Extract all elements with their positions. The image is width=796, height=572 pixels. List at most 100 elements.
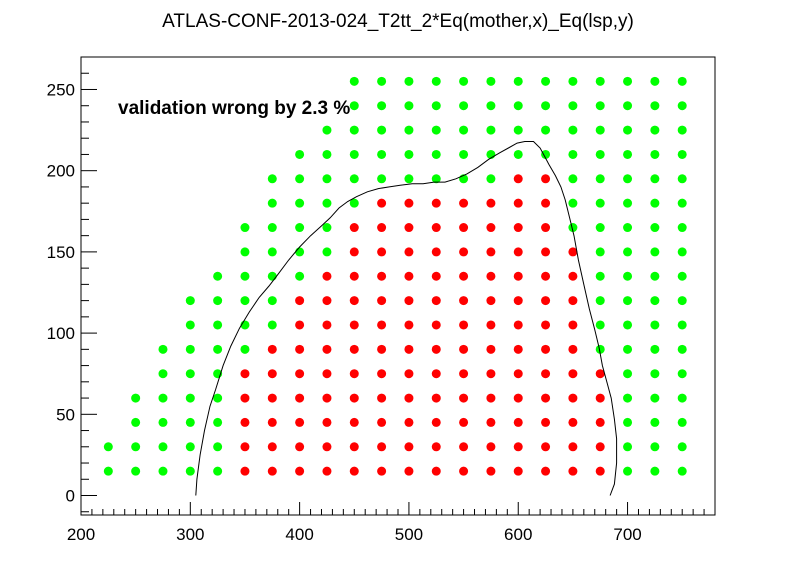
plot-area-frame [80, 56, 716, 516]
excluded-point [513, 344, 523, 354]
allowed-point [267, 247, 277, 257]
allowed-point [650, 125, 660, 135]
excluded-point [404, 344, 414, 354]
allowed-point [267, 223, 277, 233]
allowed-point [650, 271, 660, 281]
excluded-point [595, 393, 605, 403]
allowed-point [103, 442, 113, 452]
allowed-point [295, 198, 305, 208]
x-tick-label: 400 [285, 525, 313, 544]
allowed-point [650, 466, 660, 476]
allowed-point [650, 149, 660, 159]
excluded-point [267, 369, 277, 379]
allowed-point [623, 76, 633, 86]
excluded-point [267, 417, 277, 427]
allowed-point [213, 271, 223, 281]
allowed-point [349, 125, 359, 135]
allowed-point [623, 125, 633, 135]
excluded-point [513, 223, 523, 233]
excluded-point [349, 369, 359, 379]
excluded-point [295, 369, 305, 379]
y-tick-label: 150 [47, 243, 75, 262]
excluded-point [404, 320, 414, 330]
excluded-point [295, 417, 305, 427]
excluded-point [486, 393, 496, 403]
x-tick-label: 300 [176, 525, 204, 544]
y-tick-label: 50 [56, 405, 75, 424]
allowed-point [568, 223, 578, 233]
excluded-point [295, 466, 305, 476]
excluded-point [459, 344, 469, 354]
allowed-point [677, 344, 687, 354]
excluded-point [322, 369, 332, 379]
allowed-point [185, 320, 195, 330]
allowed-point [267, 198, 277, 208]
allowed-point [650, 76, 660, 86]
allowed-point [267, 271, 277, 281]
allowed-point [404, 101, 414, 111]
allowed-point [459, 101, 469, 111]
allowed-point [213, 344, 223, 354]
allowed-point [295, 247, 305, 257]
excluded-point [459, 393, 469, 403]
allowed-point [240, 296, 250, 306]
excluded-point [240, 417, 250, 427]
excluded-point [240, 442, 250, 452]
allowed-point [158, 466, 168, 476]
allowed-point [158, 369, 168, 379]
excluded-point [404, 466, 414, 476]
allowed-point [431, 101, 441, 111]
allowed-point [595, 76, 605, 86]
excluded-point [377, 417, 387, 427]
excluded-point [459, 417, 469, 427]
excluded-point [541, 369, 551, 379]
allowed-point [650, 393, 660, 403]
allowed-point [541, 76, 551, 86]
excluded-point [349, 393, 359, 403]
allowed-point [131, 393, 141, 403]
excluded-point [595, 369, 605, 379]
allowed-point [185, 296, 195, 306]
excluded-point [541, 198, 551, 208]
allowed-point [568, 125, 578, 135]
allowed-point [677, 320, 687, 330]
allowed-point [595, 247, 605, 257]
excluded-point [404, 369, 414, 379]
excluded-point [349, 223, 359, 233]
allowed-point [240, 344, 250, 354]
excluded-point [541, 417, 551, 427]
allowed-point [213, 466, 223, 476]
allowed-point [103, 466, 113, 476]
allowed-point [267, 174, 277, 184]
excluded-point [431, 247, 441, 257]
allowed-point [650, 344, 660, 354]
allowed-point [677, 247, 687, 257]
x-tick-label: 200 [67, 525, 95, 544]
excluded-point [568, 393, 578, 403]
allowed-point [650, 223, 660, 233]
allowed-point [213, 320, 223, 330]
excluded-point [267, 442, 277, 452]
allowed-point [240, 223, 250, 233]
excluded-point [431, 296, 441, 306]
excluded-point [295, 320, 305, 330]
allowed-point [459, 125, 469, 135]
excluded-point [431, 393, 441, 403]
excluded-point [568, 466, 578, 476]
excluded-point [349, 296, 359, 306]
allowed-point [623, 344, 633, 354]
excluded-point [404, 417, 414, 427]
allowed-point [677, 296, 687, 306]
excluded-point [377, 247, 387, 257]
allowed-point [295, 174, 305, 184]
excluded-point [486, 271, 496, 281]
y-tick-label: 200 [47, 162, 75, 181]
allowed-point [677, 149, 687, 159]
axis-ticks: 200 300 400 500 600 700 0 50 100 150 200 250 [47, 56, 716, 544]
x-tick-label: 600 [504, 525, 532, 544]
allowed-point [623, 149, 633, 159]
allowed-point [677, 393, 687, 403]
excluded-point [267, 466, 277, 476]
allowed-point [677, 369, 687, 379]
allowed-point [267, 320, 277, 330]
